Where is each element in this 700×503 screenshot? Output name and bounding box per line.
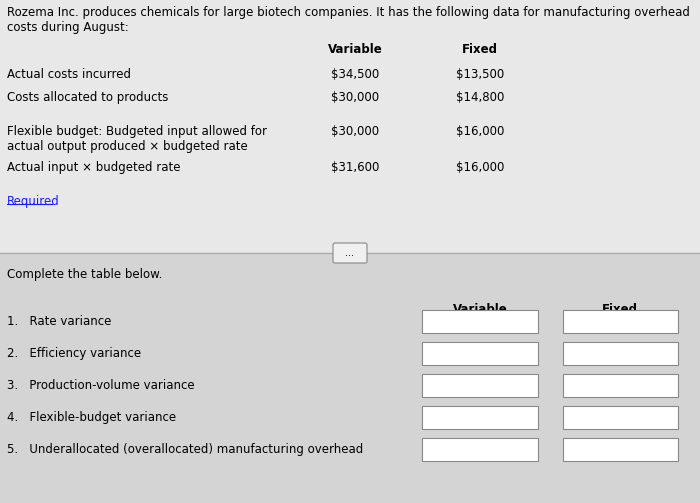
- Text: $34,500: $34,500: [331, 68, 379, 81]
- Text: $16,000: $16,000: [456, 125, 504, 138]
- Text: costs during August:: costs during August:: [7, 21, 129, 34]
- Text: $30,000: $30,000: [331, 91, 379, 104]
- Text: $13,500: $13,500: [456, 68, 504, 81]
- Bar: [0, 253, 700, 503]
- Text: ...: ...: [346, 248, 354, 258]
- Bar: [423, 406, 538, 429]
- Text: Actual costs incurred: Actual costs incurred: [7, 68, 131, 81]
- Bar: [423, 438, 538, 461]
- Bar: [563, 342, 678, 365]
- Text: Fixed: Fixed: [462, 43, 498, 56]
- Text: Complete the table below.: Complete the table below.: [7, 268, 162, 281]
- Text: $16,000: $16,000: [456, 161, 504, 174]
- Text: Fixed: Fixed: [602, 303, 638, 316]
- Text: 1.   Rate variance: 1. Rate variance: [7, 315, 111, 328]
- Bar: [423, 342, 538, 365]
- Text: Variable: Variable: [453, 303, 508, 316]
- Text: Variable: Variable: [328, 43, 382, 56]
- Bar: [563, 406, 678, 429]
- Bar: [423, 374, 538, 397]
- Bar: [563, 438, 678, 461]
- Text: $30,000: $30,000: [331, 125, 379, 138]
- Text: 5.   Underallocated (overallocated) manufacturing overhead: 5. Underallocated (overallocated) manufa…: [7, 443, 363, 456]
- Text: Flexible budget: Budgeted input allowed for
actual output produced × budgeted ra: Flexible budget: Budgeted input allowed …: [7, 125, 267, 153]
- Text: $31,600: $31,600: [331, 161, 379, 174]
- Text: Rozema Inc. produces chemicals for large biotech companies. It has the following: Rozema Inc. produces chemicals for large…: [7, 6, 690, 19]
- Bar: [0, 0, 700, 253]
- Bar: [563, 310, 678, 333]
- Bar: [563, 374, 678, 397]
- Bar: [423, 310, 538, 333]
- Text: 4.   Flexible-budget variance: 4. Flexible-budget variance: [7, 411, 176, 424]
- Text: Actual input × budgeted rate: Actual input × budgeted rate: [7, 161, 181, 174]
- Text: Required: Required: [7, 195, 60, 208]
- Text: Costs allocated to products: Costs allocated to products: [7, 91, 169, 104]
- Text: $14,800: $14,800: [456, 91, 504, 104]
- Text: 2.   Efficiency variance: 2. Efficiency variance: [7, 347, 141, 360]
- FancyBboxPatch shape: [333, 243, 367, 263]
- Text: 3.   Production-volume variance: 3. Production-volume variance: [7, 379, 195, 392]
